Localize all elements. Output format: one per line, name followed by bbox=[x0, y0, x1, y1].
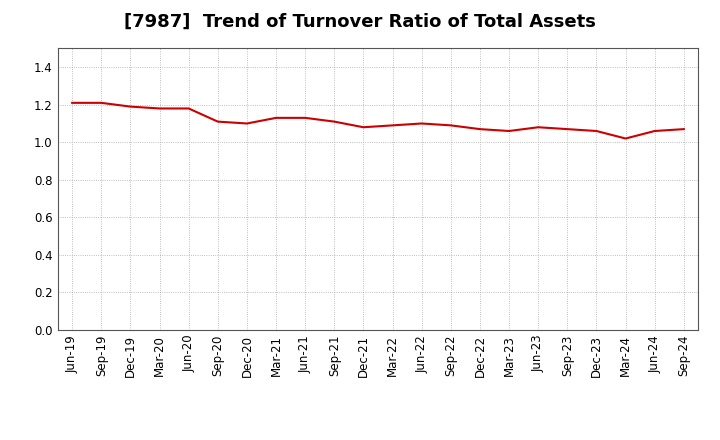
Text: [7987]  Trend of Turnover Ratio of Total Assets: [7987] Trend of Turnover Ratio of Total … bbox=[124, 13, 596, 31]
